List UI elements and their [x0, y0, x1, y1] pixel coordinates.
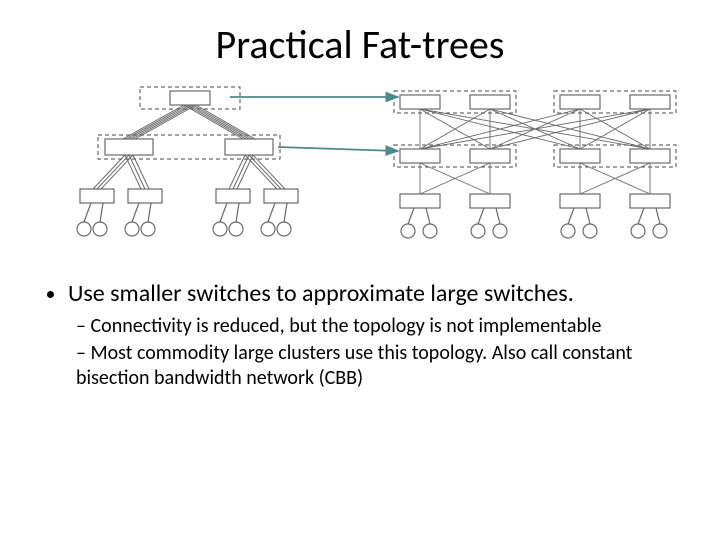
bullet-main: Use smaller switches to approximate larg…	[68, 279, 680, 308]
bullet-sub2: Most commodity large clusters use this t…	[76, 341, 680, 391]
diagram-svg	[0, 79, 720, 259]
page-title: Practical Fat-trees	[0, 0, 720, 79]
fat-tree-diagram	[0, 79, 720, 259]
bullet-list: Use smaller switches to approximate larg…	[0, 259, 720, 391]
bullet-sub1: Connectivity is reduced, but the topolog…	[76, 314, 680, 339]
